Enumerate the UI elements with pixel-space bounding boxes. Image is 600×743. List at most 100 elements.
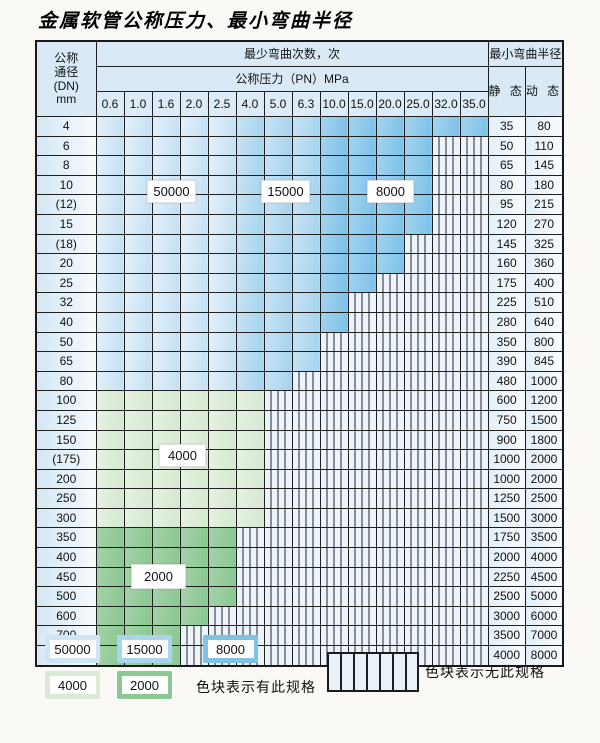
table-row: 15 120 270 (35, 213, 564, 235)
dynamic-radius-cell: 8000 (524, 645, 564, 667)
spec-cell (235, 292, 265, 313)
no-spec-cell (431, 488, 461, 509)
static-radius-cell: 750 (487, 409, 526, 431)
spec-cell (123, 213, 153, 235)
no-spec-cell (375, 311, 405, 333)
spec-cell (263, 155, 293, 176)
no-spec-cell (319, 625, 349, 647)
dynamic-radius-cell: 4000 (524, 547, 564, 568)
dn-cell: 200 (35, 468, 97, 490)
no-spec-cell (375, 468, 405, 490)
spec-cell (459, 116, 489, 137)
no-spec-cell (347, 605, 377, 627)
no-spec-cell (319, 605, 349, 627)
dynamic-radius-cell: 3500 (524, 527, 564, 549)
spec-cell (95, 292, 125, 313)
no-spec-cell (263, 409, 293, 431)
spec-cell (151, 370, 181, 392)
no-spec-cell (431, 645, 461, 667)
dynamic-radius-cell: 80 (524, 116, 564, 137)
no-spec-cell (431, 390, 461, 411)
static-radius-cell: 35 (487, 116, 526, 137)
dn-cell: 65 (35, 351, 97, 372)
no-spec-cell (263, 468, 293, 490)
static-radius-cell: 1250 (487, 488, 526, 509)
no-spec-cell (431, 566, 461, 588)
dn-cell: (12) (35, 194, 97, 215)
spec-cell (179, 272, 209, 294)
spec-cell (95, 468, 125, 490)
no-spec-cell (459, 488, 489, 509)
spec-cell (291, 331, 321, 353)
spec-cell (207, 174, 237, 196)
spec-cell (95, 155, 125, 176)
spec-cell (95, 488, 125, 509)
table-row: 20 160 360 (35, 253, 564, 274)
static-radius-cell: 600 (487, 390, 526, 411)
no-spec-cell (403, 488, 433, 509)
static-radius-cell: 50 (487, 135, 526, 157)
spec-cell (207, 586, 237, 607)
no-spec-cell (235, 566, 265, 588)
no-spec-cell (403, 547, 433, 568)
spec-cell (207, 566, 237, 588)
spec-cell (319, 135, 349, 157)
no-spec-cell (291, 625, 321, 647)
spec-cell (179, 253, 209, 274)
spec-cell (207, 429, 237, 451)
spec-table-wrap: 公称 通径 (DN) mm 最少弯曲次数，次 最小弯曲半径 公称压力（PN）MP… (35, 40, 565, 667)
spec-cell (207, 488, 237, 509)
no-spec-cell (375, 331, 405, 353)
table-row: 350 1750 3500 (35, 527, 564, 549)
spec-cell (347, 233, 377, 255)
no-spec-cell (347, 586, 377, 607)
dn-header-line: mm (56, 92, 77, 107)
no-spec-cell (347, 311, 377, 333)
no-spec-cell (375, 429, 405, 451)
static-radius-cell: 160 (487, 253, 526, 274)
no-spec-cell (403, 527, 433, 549)
no-spec-cell (459, 135, 489, 157)
spec-cell (151, 135, 181, 157)
no-spec-cell (431, 429, 461, 451)
spec-cell (151, 586, 181, 607)
bend-cycles-header: 最少弯曲次数，次 (95, 40, 489, 67)
dn-cell: 4 (35, 116, 97, 137)
no-spec-cell (431, 253, 461, 274)
spec-cell (207, 507, 237, 529)
spec-cell (207, 370, 237, 392)
pressure-col-header: 6.3 (291, 91, 321, 117)
no-spec-cell (459, 213, 489, 235)
spec-cell (207, 213, 237, 235)
pressure-col-header: 32.0 (431, 91, 461, 117)
spec-cell (151, 213, 181, 235)
dn-cell: 10 (35, 174, 97, 196)
dn-cell: 32 (35, 292, 97, 313)
pressure-col-header: 0.6 (95, 91, 125, 117)
dynamic-radius-cell: 180 (524, 174, 564, 196)
spec-cell (319, 155, 349, 176)
spec-cell (179, 390, 209, 411)
spec-cell (95, 507, 125, 529)
spec-cell (95, 370, 125, 392)
spec-cell (207, 390, 237, 411)
no-spec-cell (403, 605, 433, 627)
dn-cell: 6 (35, 135, 97, 157)
no-spec-cell (319, 429, 349, 451)
spec-cell (235, 213, 265, 235)
no-spec-cell (319, 370, 349, 392)
spec-cell (179, 233, 209, 255)
dn-cell: 40 (35, 311, 97, 333)
no-spec-cell (347, 409, 377, 431)
spec-cell (123, 370, 153, 392)
spec-cell (95, 272, 125, 294)
dn-cell: 25 (35, 272, 97, 294)
dn-cell: 80 (35, 370, 97, 392)
dn-cell: 100 (35, 390, 97, 411)
dn-cell: (18) (35, 233, 97, 255)
dn-cell: 150 (35, 429, 97, 451)
no-spec-cell (375, 507, 405, 529)
legend-swatch: 15000 (117, 635, 172, 663)
spec-cell (95, 429, 125, 451)
